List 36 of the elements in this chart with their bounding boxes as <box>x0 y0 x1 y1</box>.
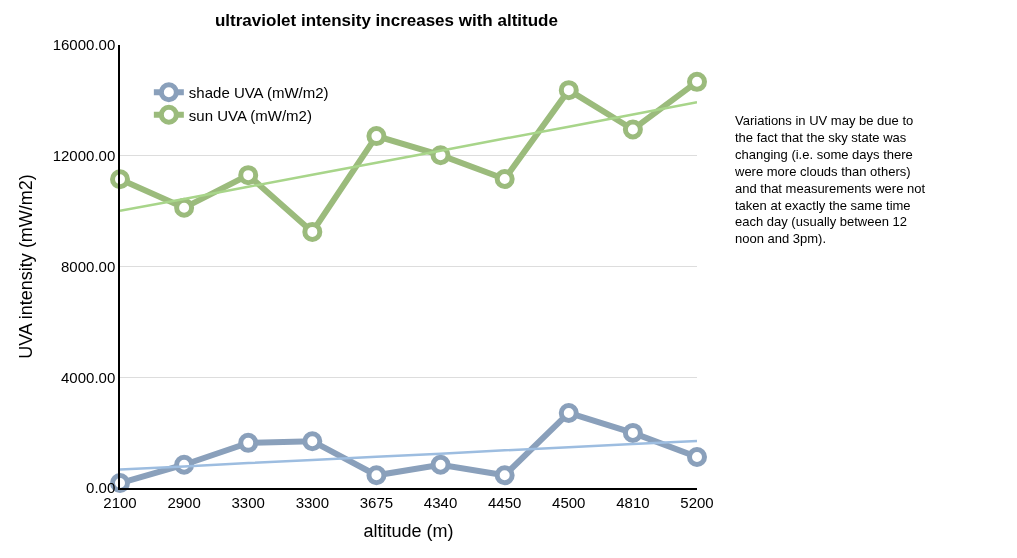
x-tick-label: 4500 <box>552 493 586 511</box>
point <box>238 432 259 453</box>
point <box>302 431 323 452</box>
point <box>687 446 707 467</box>
x-tick-label: 3675 <box>359 493 394 511</box>
text: Variations in UV may be due to the fact that the sky state was changing (i.e. some days there were more clouds than others) and that measurements were not taken at exactly the same time each day (usually between 12 noon and 3pm). <box>734 113 926 247</box>
x-tick-label: 3300 <box>295 493 330 511</box>
point <box>110 169 130 190</box>
x-tick-label: 2900 <box>167 493 201 511</box>
point <box>494 465 515 486</box>
x-tick-label: 4810 <box>616 493 650 511</box>
legend-label: sun UVA (mW/m2) <box>188 106 312 124</box>
point <box>366 465 387 486</box>
point <box>687 71 707 92</box>
x-axis-title: altitude (m) <box>363 521 454 542</box>
x-tick-label: 5200 <box>680 493 714 511</box>
point <box>622 119 643 140</box>
y-axis-title: UVA intensity (mW/m2) <box>16 174 37 359</box>
x-tick-label: 4340 <box>423 493 458 511</box>
y-tick-label: 4000.00 <box>61 368 116 386</box>
y-tick-label: 16000.00 <box>52 36 116 54</box>
point <box>366 126 387 147</box>
point <box>622 422 643 443</box>
point <box>238 165 259 186</box>
legend-label: shade UVA (mW/m2) <box>188 84 329 102</box>
chart-title: ultraviolet intensity increases with altitude <box>215 10 558 30</box>
y-tick-label: 8000.00 <box>61 257 116 275</box>
point <box>302 221 323 242</box>
point <box>558 402 579 423</box>
point <box>430 454 451 475</box>
x-tick-label: 4450 <box>487 493 522 511</box>
point <box>494 169 515 189</box>
point <box>174 197 195 218</box>
y-tick-label: 12000.00 <box>52 147 116 164</box>
point <box>558 80 579 101</box>
x-tick-label: 3300 <box>231 493 265 511</box>
